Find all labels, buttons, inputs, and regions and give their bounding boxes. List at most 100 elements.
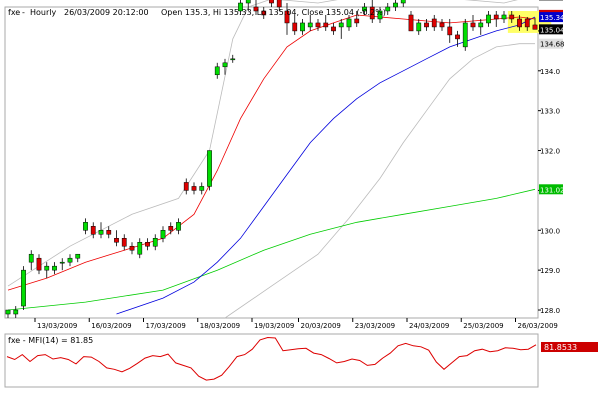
candle-body xyxy=(439,22,445,28)
chart-header-ohlc: Open 135.3, Hi 135.33, Lo 135.04, Close … xyxy=(161,8,386,17)
candle-body xyxy=(385,6,391,12)
candle-body xyxy=(501,14,507,20)
x-tick-label: 16/03/2009 xyxy=(91,322,131,330)
candle-body xyxy=(424,22,429,28)
candle-body xyxy=(493,14,499,20)
chart-header-symbol: fxe xyxy=(8,8,20,17)
candle-body xyxy=(199,186,205,191)
candle-body xyxy=(470,22,476,28)
candle-body xyxy=(408,14,414,32)
candle-body xyxy=(13,309,19,315)
candle-body xyxy=(44,265,50,271)
x-tick-label: 18/03/2009 xyxy=(200,322,240,330)
y-tick-label: 130.0 xyxy=(540,227,560,235)
candle-body xyxy=(338,22,344,28)
candle-body xyxy=(416,22,422,32)
mid-moving-average-line xyxy=(116,16,536,315)
candle-body xyxy=(191,186,197,191)
x-tick-label: 13/03/2009 xyxy=(37,322,77,330)
candle-body xyxy=(354,18,360,24)
candle-body xyxy=(52,265,57,271)
x-tick-label: 20/03/2009 xyxy=(301,322,341,330)
x-tick-label: 25/03/2009 xyxy=(463,322,503,330)
x-tick-label: 23/03/2009 xyxy=(355,322,395,330)
y-tick-label: 133.0 xyxy=(540,108,560,116)
mfi-title: fxe - MFI(14) = 81.85 xyxy=(8,336,93,345)
candle-body xyxy=(377,10,383,20)
candlesticks xyxy=(5,0,538,318)
chart-header-dash: - xyxy=(22,8,25,17)
candle-body xyxy=(90,226,96,235)
x-tick-label: 24/03/2009 xyxy=(409,322,449,330)
candle-body xyxy=(121,238,127,247)
mfi-panel: fxe - MFI(14) = 81.85 81.8533 xyxy=(4,333,598,388)
candle-body xyxy=(83,222,88,231)
candle-body xyxy=(129,245,135,251)
candle-body xyxy=(137,241,143,255)
y-tick-label: 132.0 xyxy=(540,148,560,156)
candle-body xyxy=(207,150,212,187)
candle-body xyxy=(300,22,305,32)
candle-body xyxy=(323,22,329,28)
chart-header-datetime: 26/03/2009 20:12:00 xyxy=(64,8,149,17)
candle-body xyxy=(5,309,11,315)
mfi-value-tag-bg xyxy=(541,342,598,352)
candle-body xyxy=(362,6,367,12)
candle-body xyxy=(36,257,42,271)
candle-body xyxy=(176,222,181,231)
candle-body xyxy=(393,2,398,8)
candle-body xyxy=(509,14,515,20)
candle-body xyxy=(331,26,336,32)
mfi-line xyxy=(6,336,537,381)
candle-body xyxy=(168,226,174,231)
chart-header-period: Hourly xyxy=(30,8,56,17)
mfi-value-tag: 81.8533 xyxy=(544,343,577,352)
slow-moving-average-line xyxy=(7,188,536,311)
candle-body xyxy=(447,26,453,36)
candle-body xyxy=(346,18,352,28)
price-tag: 134.68 xyxy=(540,41,565,49)
candle-body xyxy=(160,230,166,239)
candle-body xyxy=(261,10,267,16)
y-tick-label: 128.0 xyxy=(540,307,560,315)
y-tick-label: 134.0 xyxy=(540,68,560,76)
bollinger-upper-line xyxy=(7,0,518,287)
candle-body xyxy=(238,2,243,12)
price-tag-bg xyxy=(539,12,563,23)
candle-body xyxy=(276,0,282,8)
candle-body xyxy=(114,238,119,243)
bollinger-lower-line xyxy=(224,43,535,319)
candle-body xyxy=(28,253,34,263)
price-tag-bg xyxy=(539,184,563,195)
price-plot-area xyxy=(4,6,539,319)
candle-body xyxy=(98,230,104,235)
price-tag: 131.028 xyxy=(540,186,569,194)
candle-body xyxy=(152,238,158,247)
candle-body xyxy=(75,253,81,259)
candle-body xyxy=(106,230,112,235)
x-tick-label: 26/03/2009 xyxy=(518,322,558,330)
price-tag: 135.347 xyxy=(540,14,569,22)
candle-body xyxy=(145,241,150,247)
candle-body xyxy=(315,22,321,28)
x-tick-label: 19/03/2009 xyxy=(254,322,294,330)
candle-body xyxy=(431,18,437,28)
candle-body xyxy=(517,18,522,28)
candle-body xyxy=(478,22,484,28)
candle-body xyxy=(400,0,406,4)
x-tick-label: 17/03/2009 xyxy=(146,322,186,330)
candle-body xyxy=(269,0,274,4)
price-tag-bg xyxy=(539,24,563,35)
candle-body xyxy=(21,269,26,307)
price-tag: 135.04 xyxy=(540,26,565,34)
candle-body xyxy=(532,24,538,30)
mfi-plot-area xyxy=(4,333,539,388)
candle-body xyxy=(222,62,228,68)
candle-body xyxy=(245,0,251,4)
candle-body xyxy=(307,22,313,28)
candle-body xyxy=(524,18,530,28)
candle-body xyxy=(284,10,290,24)
